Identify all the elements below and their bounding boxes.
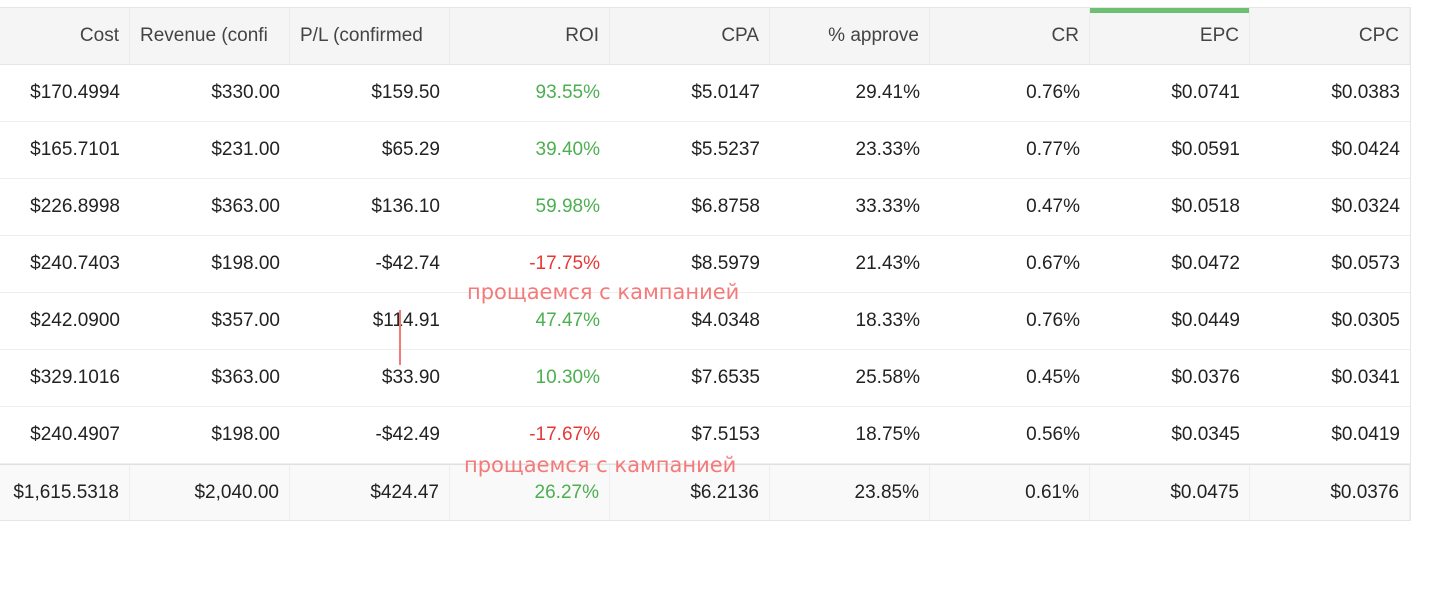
cell-cpc: $0.0305 (1331, 310, 1400, 331)
cell-pl: -$42.49 (375, 424, 440, 445)
cell-pl: $65.29 (381, 139, 440, 160)
annotation-marker-line (399, 310, 401, 365)
cell-revenue: $330.00 (211, 82, 280, 103)
table-row[interactable]: $329.1016 $363.00 $33.90 10.30% $7.6535 … (0, 350, 1410, 407)
column-header-revenue[interactable]: Revenue (confi (130, 8, 290, 64)
cell-cost: $226.8998 (30, 196, 120, 217)
column-header-pl[interactable]: P/L (confirmed (290, 8, 450, 64)
annotation-note: прощаемся с кампанией (467, 280, 740, 304)
cell-roi: 93.55% (535, 82, 600, 103)
cell-cpc: $0.0383 (1331, 82, 1400, 103)
column-header-cr[interactable]: CR (930, 8, 1090, 64)
total-roi: 26.27% (450, 465, 610, 520)
cell-pl: $114.91 (372, 310, 440, 331)
column-header-approve[interactable]: % approve (770, 8, 930, 64)
cell-epc: $0.0449 (1171, 310, 1240, 331)
cell-epc: $0.0518 (1171, 196, 1240, 217)
table-row[interactable]: $226.8998 $363.00 $136.10 59.98% $6.8758… (0, 179, 1410, 236)
cell-approve: 18.33% (855, 310, 920, 331)
cell-approve: 23.33% (855, 139, 920, 160)
cell-cost: $240.7403 (30, 253, 120, 274)
cell-epc: $0.0591 (1171, 139, 1240, 160)
annotation-note: прощаемся с кампанией (464, 453, 737, 477)
cell-revenue: $363.00 (211, 367, 280, 388)
cell-cr: 0.76% (1026, 82, 1080, 103)
cell-roi: 59.98% (535, 196, 600, 217)
total-cr: 0.61% (930, 465, 1090, 520)
cell-cpa: $4.0348 (691, 310, 760, 331)
cell-epc: $0.0741 (1171, 82, 1240, 103)
cell-approve: 21.43% (855, 253, 920, 274)
cell-cost: $165.7101 (30, 139, 120, 160)
cell-cr: 0.45% (1026, 367, 1080, 388)
table-header-row: Cost Revenue (confi P/L (confirmed ROI C… (0, 8, 1410, 65)
cell-pl: $136.10 (371, 196, 440, 217)
cell-pl: $33.90 (381, 367, 440, 388)
cell-cpc: $0.0424 (1331, 139, 1400, 160)
total-cost: $1,615.5318 (0, 465, 130, 520)
table-row[interactable]: $240.7403 $198.00 -$42.74 -17.75% $8.597… (0, 236, 1410, 293)
cell-cpa: $5.0147 (691, 82, 760, 103)
column-header-roi[interactable]: ROI (450, 8, 610, 64)
cell-revenue: $363.00 (211, 196, 280, 217)
cell-roi: 10.30% (535, 367, 600, 388)
cell-cost: $242.0900 (30, 310, 120, 331)
cell-revenue: $198.00 (211, 253, 280, 274)
cell-pl: $159.50 (371, 82, 440, 103)
cell-cpa: $5.5237 (691, 139, 760, 160)
cell-cpa: $7.6535 (691, 367, 760, 388)
cell-cpc: $0.0341 (1331, 367, 1400, 388)
cell-cost: $170.4994 (30, 82, 120, 103)
cell-cpc: $0.0419 (1331, 424, 1400, 445)
cell-roi: -17.75% (529, 253, 600, 274)
cell-cr: 0.77% (1026, 139, 1080, 160)
cell-cost: $240.4907 (30, 424, 120, 445)
cell-roi: -17.67% (529, 424, 600, 445)
column-header-cpa[interactable]: CPA (610, 8, 770, 64)
cell-cr: 0.47% (1026, 196, 1080, 217)
cell-pl: -$42.74 (375, 253, 440, 274)
table-row[interactable]: $240.4907 $198.00 -$42.49 -17.67% $7.515… (0, 407, 1410, 464)
total-epc: $0.0475 (1090, 465, 1250, 520)
table-total-row: $1,615.5318 $2,040.00 $424.47 26.27% $6.… (0, 464, 1410, 521)
total-pl: $424.47 (290, 465, 450, 520)
cell-epc: $0.0376 (1171, 367, 1240, 388)
total-revenue: $2,040.00 (130, 465, 290, 520)
cell-cpa: $7.5153 (691, 424, 760, 445)
total-approve: 23.85% (770, 465, 930, 520)
column-header-cost[interactable]: Cost (0, 8, 130, 64)
cell-cpa: $8.5979 (691, 253, 760, 274)
cell-approve: 18.75% (855, 424, 920, 445)
cell-roi: 39.40% (535, 139, 600, 160)
total-cpc: $0.0376 (1250, 465, 1410, 520)
cell-approve: 29.41% (855, 82, 920, 103)
stats-table: Cost Revenue (confi P/L (confirmed ROI C… (0, 7, 1411, 521)
cell-approve: 33.33% (855, 196, 920, 217)
cell-approve: 25.58% (855, 367, 920, 388)
table-row[interactable]: $242.0900 $357.00 $114.91 47.47% $4.0348… (0, 293, 1410, 350)
cell-revenue: $231.00 (211, 139, 280, 160)
cell-cpa: $6.8758 (691, 196, 760, 217)
cell-cpc: $0.0324 (1331, 196, 1400, 217)
cell-cr: 0.56% (1026, 424, 1080, 445)
cell-cpc: $0.0573 (1331, 253, 1400, 274)
total-cpa: $6.2136 (610, 465, 770, 520)
cell-epc: $0.0472 (1171, 253, 1240, 274)
cell-cr: 0.67% (1026, 253, 1080, 274)
cell-cr: 0.76% (1026, 310, 1080, 331)
table-row[interactable]: $165.7101 $231.00 $65.29 39.40% $5.5237 … (0, 122, 1410, 179)
column-header-cpc[interactable]: CPC (1250, 8, 1410, 64)
cell-roi: 47.47% (535, 310, 600, 331)
column-header-epc[interactable]: EPC (1090, 8, 1250, 64)
cell-revenue: $198.00 (211, 424, 280, 445)
table-row[interactable]: $170.4994 $330.00 $159.50 93.55% $5.0147… (0, 65, 1410, 122)
cell-revenue: $357.00 (211, 310, 280, 331)
cell-cost: $329.1016 (30, 367, 120, 388)
cell-epc: $0.0345 (1171, 424, 1240, 445)
